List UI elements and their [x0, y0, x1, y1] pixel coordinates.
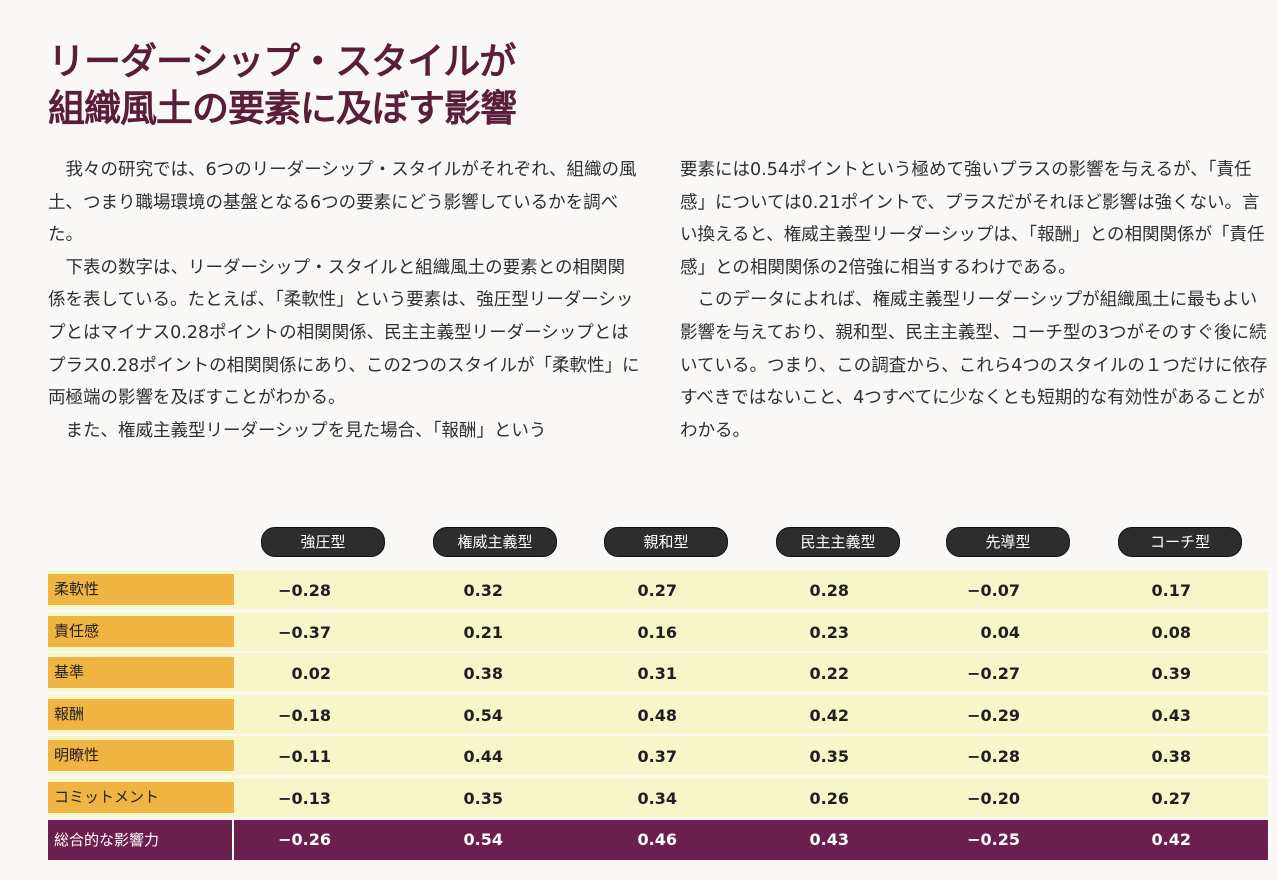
paragraph: このデータによれば、権威主義型リーダーシップが組織風土に最もよい影響を与えており… [680, 290, 1268, 441]
table-cell: −0.28 [967, 747, 1020, 766]
body-column-left: 我々の研究では、6つのリーダーシップ・スタイルがそれぞれ、組織の風土、つまり職場… [48, 154, 640, 447]
paragraph: 我々の研究では、6つのリーダーシップ・スタイルがそれぞれ、組織の風土、つまり職場… [48, 160, 637, 246]
table-cell: 0.34 [637, 788, 677, 808]
table-cell: 0.39 [1151, 664, 1191, 683]
row-label: 基準 [48, 657, 234, 688]
table-cell: 0.44 [463, 747, 503, 766]
table-cell: 0.38 [1151, 747, 1191, 766]
column-header-coercive: 強圧型 [261, 527, 385, 557]
table-cell: −0.37 [278, 622, 331, 642]
table-cell: 0.28 [809, 581, 849, 600]
table-cell: 0.43 [809, 829, 849, 849]
table-cell: 0.31 [637, 664, 677, 683]
table-cell: 0.54 [463, 705, 503, 725]
table-row-clarity: 明瞭性 −0.11 0.44 0.37 0.35 −0.28 0.38 [48, 736, 1268, 775]
column-header-affiliative: 親和型 [604, 527, 728, 557]
table-cell: −0.27 [967, 664, 1020, 683]
table-cell: 0.21 [463, 622, 503, 642]
table-cell: −0.11 [278, 747, 331, 766]
table-cell: 0.22 [809, 664, 849, 683]
table-cell: 0.23 [809, 622, 849, 642]
table-row-total-impact: 総合的な影響力 −0.26 0.54 0.46 0.43 −0.25 0.42 [48, 819, 1268, 860]
column-header-democratic: 民主主義型 [776, 527, 900, 557]
table-row-flexibility: 柔軟性 −0.28 0.32 0.27 0.28 −0.07 0.17 [48, 570, 1268, 609]
row-label: コミットメント [48, 781, 234, 813]
body-column-right: 要素には0.54ポイントという極めて強いプラスの影響を与えるが、「責任感」につい… [680, 154, 1268, 447]
row-label: 責任感 [48, 615, 234, 647]
table-cell: 0.08 [1151, 622, 1191, 642]
correlation-table: 柔軟性 −0.28 0.32 0.27 0.28 −0.07 0.17 責任感 … [48, 570, 1268, 862]
table-cell: 0.54 [463, 829, 503, 849]
table-cell: 0.32 [463, 581, 503, 600]
table-column-headers: 強圧型 権威主義型 親和型 民主主義型 先導型 コーチ型 [0, 527, 1278, 557]
table-cell: −0.18 [278, 705, 331, 725]
table-cell: 0.35 [809, 747, 849, 766]
column-header-coaching: コーチ型 [1118, 527, 1242, 557]
table-cell: −0.29 [967, 705, 1020, 725]
row-label: 柔軟性 [48, 574, 234, 605]
row-label: 総合的な影響力 [48, 819, 234, 860]
table-cell: 0.02 [291, 664, 331, 683]
paragraph: また、権威主義型リーダーシップを見た場合、「報酬」という [65, 420, 547, 441]
table-cell: −0.28 [278, 581, 331, 600]
table-cell: 0.35 [463, 788, 503, 808]
paragraph: 要素には0.54ポイントという極めて強いプラスの影響を与えるが、「責任感」につい… [680, 160, 1265, 278]
row-label: 報酬 [48, 698, 234, 730]
table-row-responsibility: 責任感 −0.37 0.21 0.16 0.23 0.04 0.08 [48, 611, 1268, 651]
article-title-line-2: 組織風土の要素に及ぼす影響 [48, 86, 517, 130]
table-row-standards: 基準 0.02 0.38 0.31 0.22 −0.27 0.39 [48, 653, 1268, 692]
table-cell: 0.16 [637, 622, 677, 642]
paragraph: 下表の数字は、リーダーシップ・スタイルと組織風土の要素との相関関係を表している。… [48, 257, 640, 409]
table-cell: 0.48 [637, 705, 677, 725]
column-header-authoritative: 権威主義型 [433, 527, 557, 557]
table-cell: 0.42 [809, 705, 849, 725]
table-cell: −0.25 [967, 829, 1020, 849]
article-title-line-1: リーダーシップ・スタイルが [48, 39, 516, 83]
table-cell: −0.07 [967, 581, 1020, 600]
table-cell: 0.37 [637, 747, 677, 766]
table-cell: 0.04 [980, 622, 1020, 642]
table-cell: −0.20 [967, 788, 1020, 808]
table-cell: 0.17 [1151, 581, 1191, 600]
table-cell: 0.26 [809, 788, 849, 808]
table-cell: −0.13 [278, 788, 331, 808]
article-title: リーダーシップ・スタイルが 組織風土の要素に及ぼす影響 [48, 38, 517, 132]
table-cell: 0.43 [1151, 705, 1191, 725]
table-row-commitment: コミットメント −0.13 0.35 0.34 0.26 −0.20 0.27 [48, 777, 1268, 817]
table-cell: 0.42 [1151, 829, 1191, 849]
table-cell: 0.46 [637, 829, 677, 849]
table-cell: 0.27 [637, 581, 677, 600]
table-cell: 0.27 [1151, 788, 1191, 808]
column-header-pacesetting: 先導型 [946, 527, 1070, 557]
table-cell: 0.38 [463, 664, 503, 683]
row-label: 明瞭性 [48, 740, 234, 771]
table-cell: −0.26 [278, 829, 331, 849]
table-row-rewards: 報酬 −0.18 0.54 0.48 0.42 −0.29 0.43 [48, 694, 1268, 734]
